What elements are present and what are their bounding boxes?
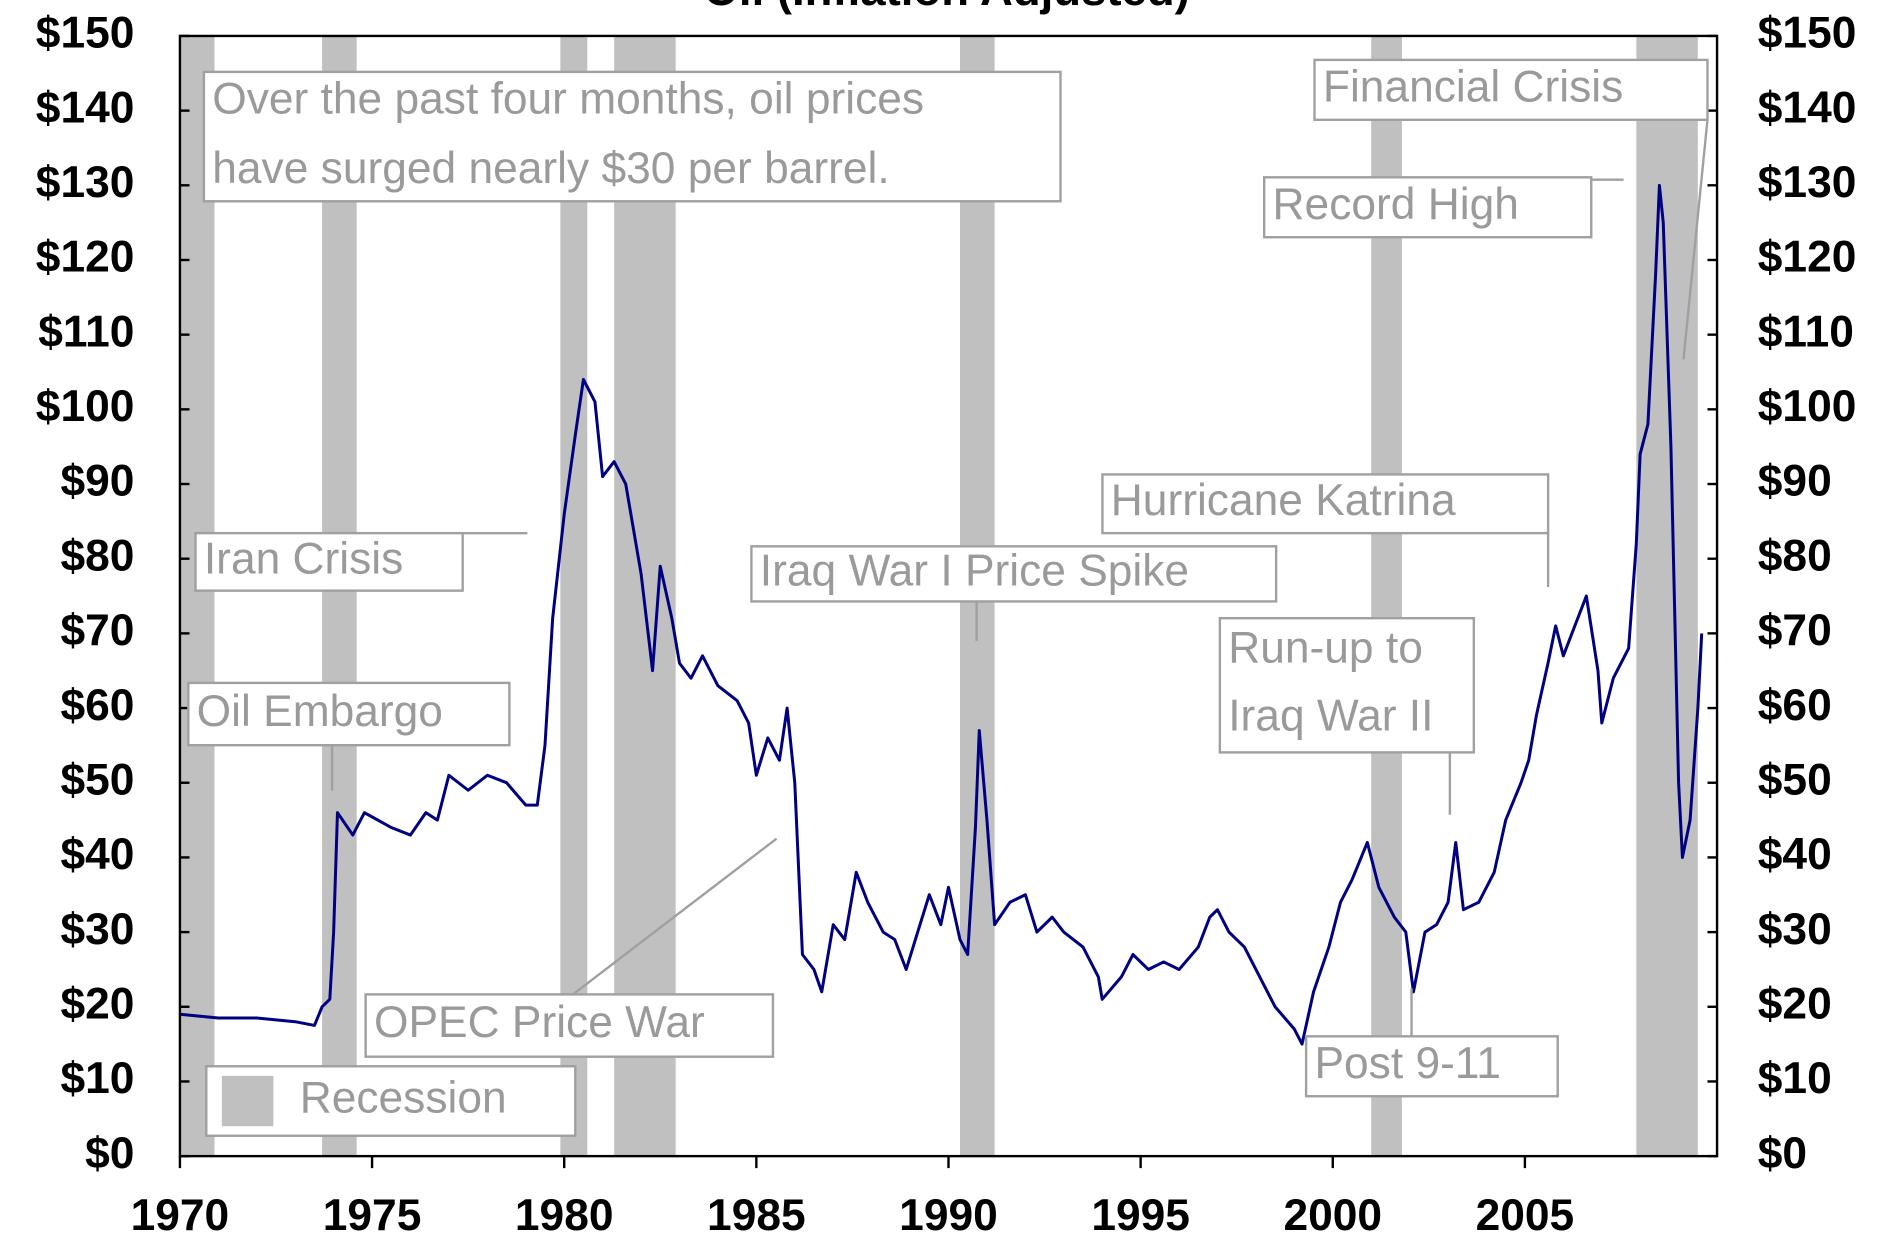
y2-tick-label: $50 xyxy=(1758,755,1832,804)
y2-tick-label: $130 xyxy=(1758,158,1857,207)
annotation-text: have surged nearly $30 per barrel. xyxy=(212,144,889,193)
x-tick-label: 2000 xyxy=(1283,1191,1382,1240)
legend-swatch xyxy=(221,1075,274,1127)
annotation-box xyxy=(1313,58,1709,122)
annotation-box xyxy=(364,993,775,1058)
y2-tick-label: $140 xyxy=(1758,83,1857,132)
annotation-leader xyxy=(572,837,778,996)
chart-title: Oil (Inflation Adjusted) xyxy=(704,0,1190,15)
x-tick-label: 1970 xyxy=(131,1191,230,1240)
y2-tick-label: $30 xyxy=(1758,905,1832,954)
y2-tick-label: $80 xyxy=(1758,531,1832,580)
annotation-text: Oil Embargo xyxy=(197,687,443,736)
y-tick-label: $120 xyxy=(36,233,135,282)
x-tick-label: 1995 xyxy=(1091,1191,1190,1240)
y2-tick-label: $110 xyxy=(1758,307,1854,356)
x-tick-label: 1980 xyxy=(515,1191,614,1240)
y2-tick-label: $0 xyxy=(1758,1129,1807,1178)
y2-tick-label: $100 xyxy=(1758,382,1857,431)
annotation-box xyxy=(194,531,464,592)
y-tick-label: $130 xyxy=(36,158,135,207)
annotation-text: Iraq War I Price Spike xyxy=(760,547,1189,596)
annotation-text: Hurricane Katrina xyxy=(1111,476,1456,525)
y-tick-label: $30 xyxy=(60,905,134,954)
y2-tick-label: $20 xyxy=(1758,979,1832,1028)
y2-tick-label: $40 xyxy=(1758,830,1832,879)
x-tick-label: 2005 xyxy=(1476,1191,1575,1240)
annotation-box xyxy=(1218,617,1476,754)
recession-band xyxy=(322,35,357,1157)
annotation-text: Run-up to xyxy=(1228,623,1423,672)
y2-tick-label: $60 xyxy=(1758,681,1832,730)
y-tick-label: $40 xyxy=(60,830,134,879)
y2-tick-label: $150 xyxy=(1758,9,1857,58)
annotation-box xyxy=(1262,176,1593,239)
y-tick-label: $140 xyxy=(36,83,135,132)
x-tick-label: 1985 xyxy=(707,1191,806,1240)
annotation-leader xyxy=(1682,119,1709,360)
y-tick-label: $70 xyxy=(60,606,134,655)
recession-band xyxy=(560,35,588,1157)
annotation-text: Iran Crisis xyxy=(204,535,403,584)
y-tick-label: $0 xyxy=(85,1129,134,1178)
y2-tick-label: $120 xyxy=(1758,233,1857,282)
x-tick-label: 1990 xyxy=(899,1191,998,1240)
y-tick-label: $90 xyxy=(60,457,134,506)
y-tick-label: $50 xyxy=(60,755,134,804)
annotation-box xyxy=(1101,473,1550,535)
annotation-text: OPEC Price War xyxy=(374,998,705,1047)
annotation-text: Financial Crisis xyxy=(1323,63,1623,112)
recession-band xyxy=(1636,35,1698,1157)
annotation-box xyxy=(1304,1035,1559,1098)
y-tick-label: $150 xyxy=(36,9,135,58)
y2-tick-label: $90 xyxy=(1758,457,1832,506)
annotation-text: Iraq War II xyxy=(1228,692,1433,741)
annotation-text: Post 9-11 xyxy=(1314,1039,1500,1088)
annotation-text: Over the past four months, oil prices xyxy=(212,75,924,124)
annotation-text: Record High xyxy=(1273,180,1519,229)
y-tick-label: $60 xyxy=(60,681,134,730)
y2-tick-label: $10 xyxy=(1758,1054,1832,1103)
y2-tick-label: $70 xyxy=(1758,606,1832,655)
legend-label: Recession xyxy=(300,1074,507,1123)
y-tick-label: $100 xyxy=(36,382,135,431)
y-tick-label: $10 xyxy=(60,1054,134,1103)
y-tick-label: $80 xyxy=(60,531,134,580)
annotation-box xyxy=(202,70,1062,203)
y-tick-label: $110 xyxy=(38,307,134,356)
price-line xyxy=(179,183,1704,1046)
y-tick-label: $20 xyxy=(60,979,134,1028)
annotation-box xyxy=(750,545,1278,603)
annotation-box xyxy=(187,681,511,747)
x-tick-label: 1975 xyxy=(323,1191,422,1240)
recession-band xyxy=(179,35,215,1157)
